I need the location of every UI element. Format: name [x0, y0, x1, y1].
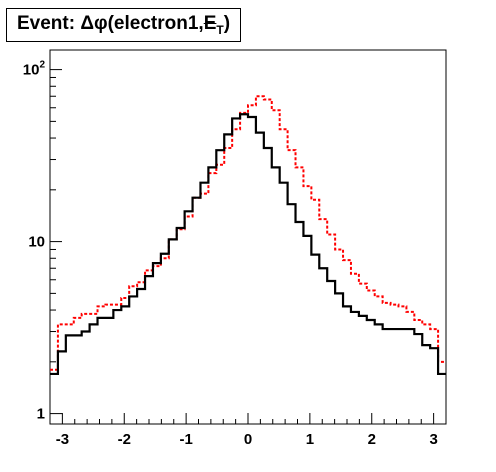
y-tick-label: 1: [37, 406, 45, 423]
axis-ticks: [49, 69, 447, 424]
x-tick-label: -1: [179, 431, 192, 448]
x-tick-label: -2: [118, 431, 131, 448]
title-met-symbol: E: [203, 13, 217, 35]
x-tick-label: -3: [56, 431, 69, 448]
title-box: Event: Δφ(electron1,ET): [6, 8, 242, 42]
title-close: ): [223, 13, 231, 35]
title-delta: Δ: [80, 13, 95, 35]
y-tick-label: 102: [23, 60, 46, 79]
chart-title: Event: Δφ(electron1,ET): [17, 13, 230, 37]
series-black-solid-line: [50, 113, 446, 376]
title-phi: φ: [94, 13, 108, 35]
x-tick-label: 3: [429, 431, 437, 448]
axis-tick-labels: -3 -2 -1 0 1 2 3 1 10 102: [23, 60, 438, 448]
y-tick-exponent: 2: [39, 60, 45, 71]
histogram-layer: [50, 95, 446, 376]
title-met-subscript: T: [216, 22, 224, 37]
y-tick-label: 10: [28, 234, 45, 251]
x-tick-label: 0: [244, 431, 252, 448]
x-tick-label: 2: [368, 431, 376, 448]
title-prefix: Event:: [17, 13, 81, 35]
title-args: (electron1,: [107, 13, 204, 35]
x-tick-label: 1: [306, 431, 314, 448]
